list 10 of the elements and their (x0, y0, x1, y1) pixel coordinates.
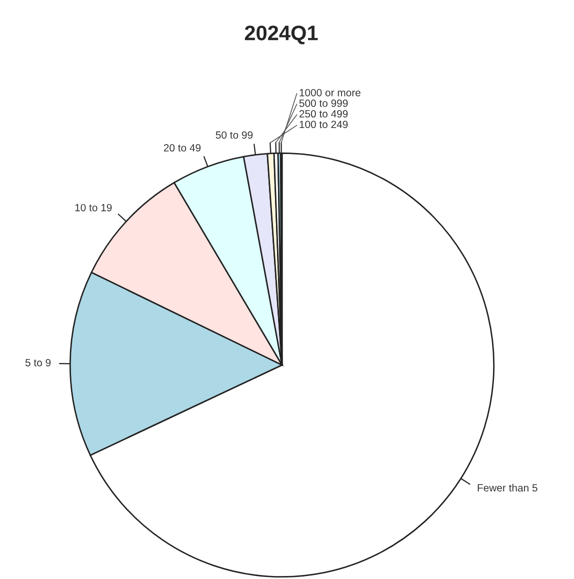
slice-label: 1000 or more (300, 88, 360, 96)
slice-label: 500 to 999 (299, 100, 348, 107)
slice-label: 100 to 249 (300, 120, 348, 128)
slice-label: 10 to 19 (75, 204, 112, 212)
chart-title: 2024Q1 (244, 26, 318, 44)
slice-label: Fewer than 5 (478, 484, 538, 492)
slice-label: 50 to 99 (216, 131, 253, 139)
slice-label: 250 to 499 (299, 110, 348, 118)
slice-label: 5 to 9 (25, 358, 51, 366)
slice-label: 20 to 49 (164, 144, 201, 152)
